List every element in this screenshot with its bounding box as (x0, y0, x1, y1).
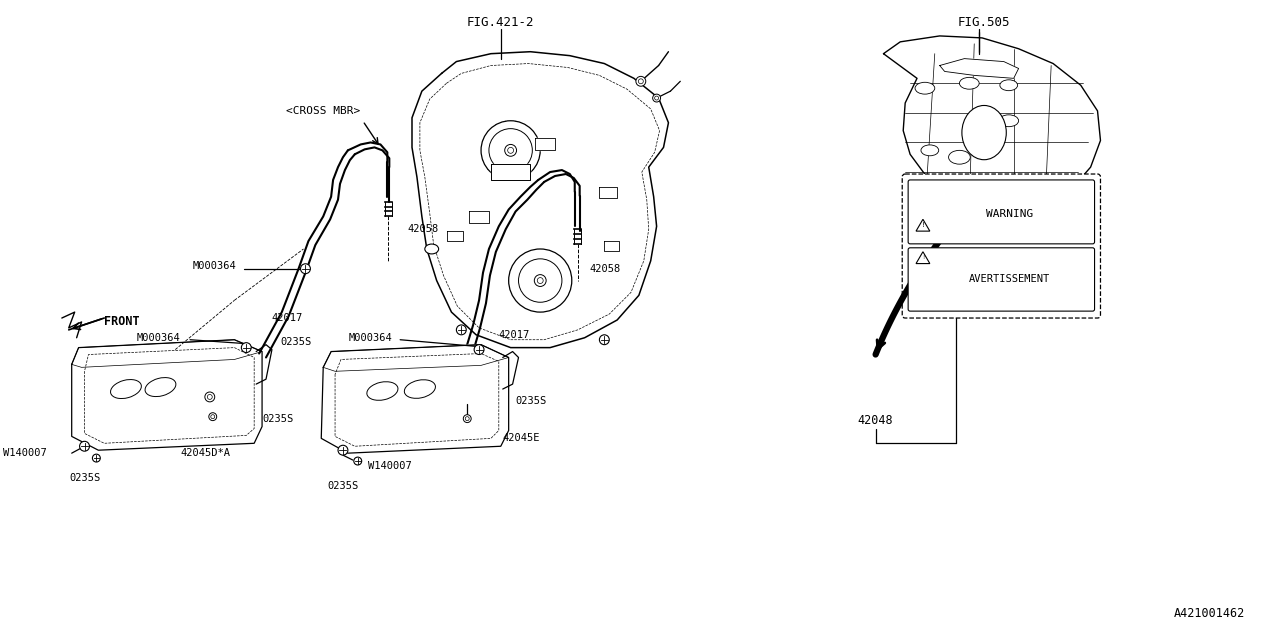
Polygon shape (535, 138, 556, 150)
Text: FIG.421-2: FIG.421-2 (467, 15, 535, 29)
Ellipse shape (998, 115, 1019, 127)
Ellipse shape (425, 244, 439, 254)
Text: 0235S: 0235S (516, 396, 547, 406)
Circle shape (338, 445, 348, 455)
Circle shape (463, 415, 471, 422)
Polygon shape (470, 211, 489, 223)
Text: 42045E: 42045E (503, 433, 540, 444)
Circle shape (481, 121, 540, 180)
Polygon shape (412, 52, 668, 348)
Circle shape (508, 249, 572, 312)
Ellipse shape (915, 83, 934, 94)
Circle shape (654, 96, 659, 100)
Circle shape (211, 415, 215, 419)
FancyBboxPatch shape (908, 248, 1094, 311)
Text: W140007: W140007 (367, 461, 411, 471)
Text: W140007: W140007 (4, 448, 47, 458)
Circle shape (534, 275, 547, 287)
Circle shape (504, 145, 517, 156)
Text: AVERTISSEMENT: AVERTISSEMENT (969, 275, 1050, 284)
Text: 42017: 42017 (271, 313, 303, 323)
FancyBboxPatch shape (902, 174, 1101, 318)
Ellipse shape (145, 378, 175, 397)
Ellipse shape (1000, 80, 1018, 91)
Circle shape (639, 79, 644, 84)
Circle shape (353, 457, 362, 465)
Circle shape (92, 454, 100, 462)
Circle shape (518, 259, 562, 302)
Circle shape (301, 264, 311, 274)
Polygon shape (599, 187, 617, 198)
Text: FRONT: FRONT (104, 316, 140, 328)
Text: A421001462: A421001462 (1174, 607, 1245, 620)
Text: WARNING: WARNING (986, 209, 1033, 220)
Text: !: ! (922, 255, 924, 260)
Text: 0235S: 0235S (262, 413, 293, 424)
Polygon shape (940, 59, 1019, 78)
Circle shape (207, 394, 212, 399)
Ellipse shape (960, 77, 979, 89)
Ellipse shape (367, 381, 398, 400)
Circle shape (242, 342, 251, 353)
Circle shape (79, 442, 90, 451)
Circle shape (457, 325, 466, 335)
Polygon shape (447, 231, 463, 241)
Ellipse shape (948, 150, 970, 164)
Ellipse shape (922, 145, 938, 156)
Text: 0235S: 0235S (328, 481, 358, 491)
Polygon shape (604, 241, 620, 251)
Text: !: ! (922, 222, 924, 228)
Circle shape (205, 392, 215, 402)
Circle shape (474, 345, 484, 355)
Circle shape (538, 278, 543, 284)
Text: M000364: M000364 (348, 333, 392, 343)
Circle shape (508, 147, 513, 154)
Text: FIG.505: FIG.505 (957, 15, 1010, 29)
Text: 0235S: 0235S (280, 337, 311, 347)
Polygon shape (72, 340, 262, 450)
Polygon shape (492, 164, 530, 180)
FancyBboxPatch shape (908, 180, 1094, 244)
Circle shape (465, 417, 470, 420)
Text: 42058: 42058 (407, 224, 438, 234)
Circle shape (209, 413, 216, 420)
Ellipse shape (110, 380, 141, 399)
Text: M000364: M000364 (193, 260, 237, 271)
Text: 42058: 42058 (590, 264, 621, 274)
Circle shape (653, 94, 660, 102)
Text: M000364: M000364 (137, 333, 180, 343)
Circle shape (599, 335, 609, 345)
Polygon shape (883, 36, 1101, 211)
Polygon shape (321, 345, 508, 453)
Text: <CROSS MBR>: <CROSS MBR> (287, 106, 361, 116)
Circle shape (636, 76, 646, 86)
Ellipse shape (961, 106, 1006, 160)
Ellipse shape (404, 380, 435, 398)
Text: 42017: 42017 (499, 330, 530, 340)
Circle shape (489, 129, 532, 172)
Text: 0235S: 0235S (69, 473, 100, 483)
Text: 42045D*A: 42045D*A (180, 448, 230, 458)
Text: 42048: 42048 (858, 414, 893, 427)
